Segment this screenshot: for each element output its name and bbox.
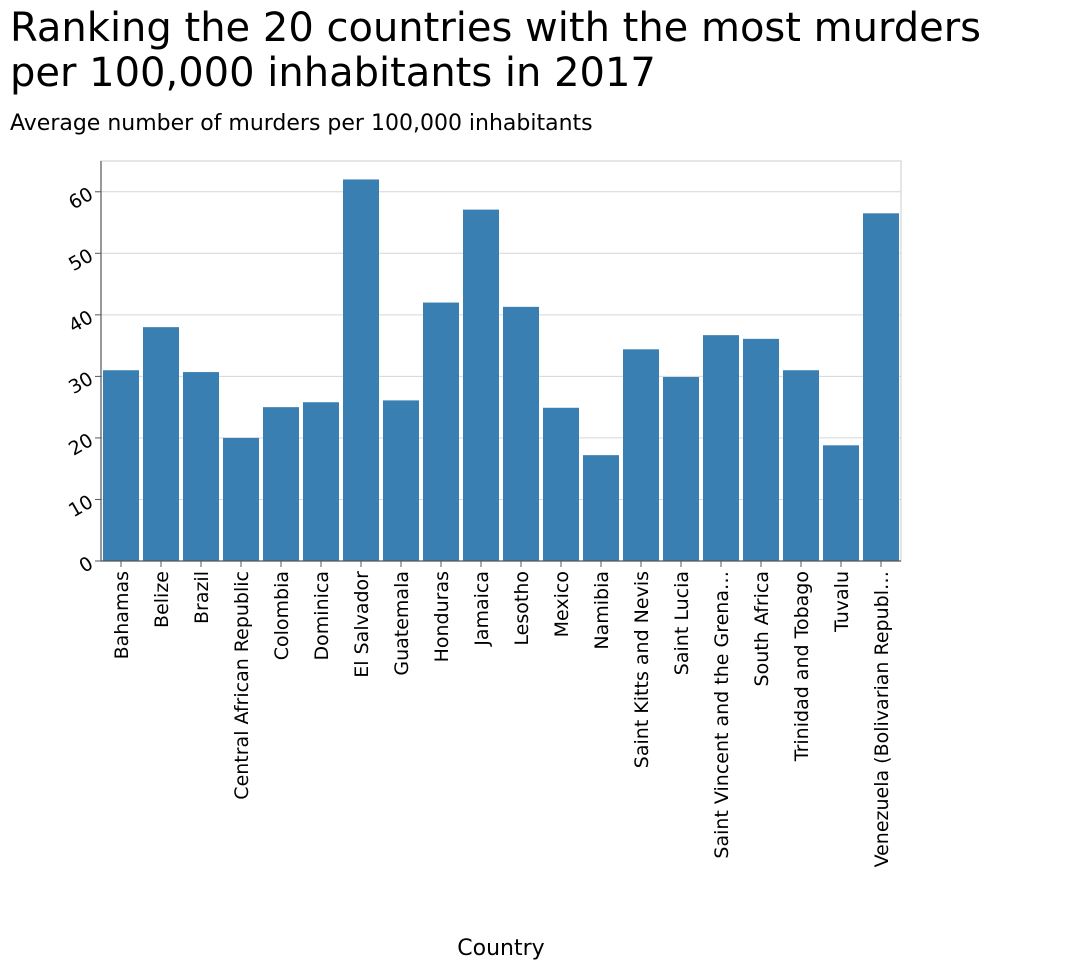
x-tick-label: Trinidad and Tobago <box>791 571 813 762</box>
x-tick-label: Central African Republic <box>231 571 253 800</box>
x-tick-label: Saint Vincent and the Grena… <box>711 571 733 859</box>
gridlines <box>101 191 901 500</box>
bar <box>863 213 899 562</box>
plot-frame <box>100 160 902 562</box>
chart-subtitle: Average number of murders per 100,000 in… <box>10 111 593 136</box>
chart-title-line-2: per 100,000 inhabitants in 2017 <box>10 50 656 96</box>
x-tick-label: Guatemala <box>391 571 413 676</box>
x-tick-label: Lesotho <box>511 571 533 646</box>
y-tick-label: 10 <box>65 491 97 522</box>
x-tick-label: Dominica <box>311 571 333 660</box>
bar <box>743 338 779 561</box>
bars <box>103 179 899 562</box>
bar <box>103 370 139 561</box>
x-tick-label: Bahamas <box>111 571 133 659</box>
y-tick-label: 50 <box>65 245 97 276</box>
y-tick-label: 20 <box>65 429 97 460</box>
bar <box>503 306 539 561</box>
bar <box>583 455 619 561</box>
axes <box>100 161 901 562</box>
x-tick-label: Saint Lucia <box>671 571 693 675</box>
chart-title-line-1: Ranking the 20 countries with the most m… <box>10 5 982 51</box>
y-tick-label: 0 <box>76 552 97 577</box>
x-axis-title: Country <box>457 936 544 961</box>
bar <box>623 349 659 561</box>
bar <box>543 407 579 561</box>
bar <box>823 445 859 561</box>
bar <box>783 370 819 561</box>
x-tick-label: Namibia <box>591 571 613 650</box>
bar <box>263 407 299 561</box>
x-tick-label: Venezuela (Bolivarian Republ… <box>871 571 893 867</box>
y-tick-label: 30 <box>65 368 97 399</box>
y-tick-label: 40 <box>65 306 97 337</box>
x-tick-label: Saint Kitts and Nevis <box>631 571 653 768</box>
y-tick-label: 60 <box>65 183 97 214</box>
y-tick-labels: 0 10 20 30 40 50 60 <box>65 183 101 577</box>
bar <box>383 400 419 561</box>
bar <box>183 372 219 561</box>
x-tick-label: El Salvador <box>351 571 373 678</box>
bar <box>423 302 459 561</box>
bar <box>143 327 179 561</box>
bar <box>223 437 259 561</box>
bar <box>343 179 379 561</box>
x-tick-label: South Africa <box>751 571 773 686</box>
bar <box>303 402 339 561</box>
bar <box>663 377 699 561</box>
x-tick-label: Jamaica <box>471 571 493 647</box>
x-tick-label: Brazil <box>191 571 213 624</box>
x-tick-label: Honduras <box>431 571 453 662</box>
x-tick-label: Mexico <box>551 571 573 637</box>
x-tick-labels: Bahamas Belize Brazil Central African Repub… <box>111 561 893 867</box>
x-tick-label: Colombia <box>271 571 293 660</box>
chart-title: Ranking the 20 countries with the most m… <box>10 6 981 96</box>
bar <box>703 335 739 561</box>
x-tick-label: Belize <box>151 571 173 628</box>
bar <box>463 209 499 561</box>
x-tick-label: Tuvalu <box>831 571 853 633</box>
